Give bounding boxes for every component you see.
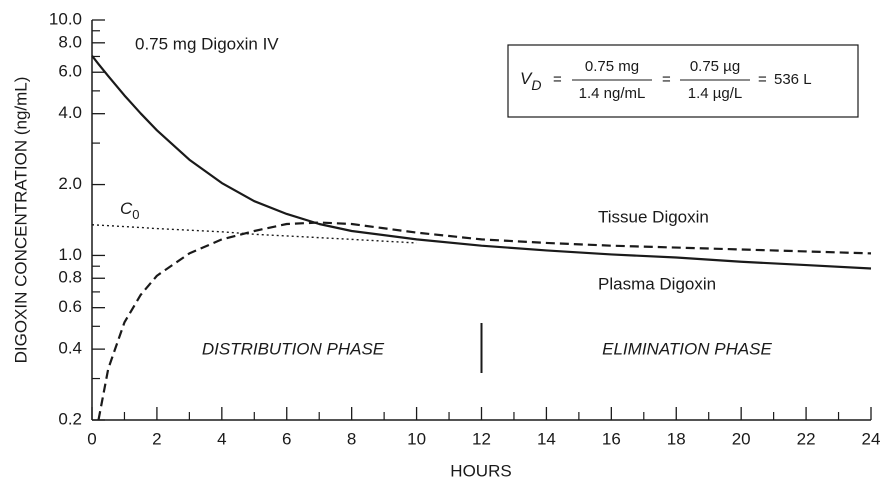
equation-lhs: VD [520, 69, 541, 92]
series-line [91, 224, 417, 244]
y-tick-label: 0.2 [58, 409, 82, 428]
c0-text: C [120, 199, 133, 218]
x-tick-label: 14 [537, 429, 556, 448]
lhs-sub: D [531, 77, 541, 93]
numerator: 0.75 µg [690, 58, 740, 75]
x-tick-label: 22 [797, 429, 816, 448]
equals: = [662, 71, 671, 88]
x-tick-label: 24 [862, 429, 881, 448]
x-tick-label: 18 [667, 429, 686, 448]
y-tick-label: 0.6 [58, 297, 82, 316]
equals: = [758, 71, 767, 88]
c0-sub: 0 [132, 207, 139, 222]
y-axis-label: DIGOXIN CONCENTRATION (ng/mL) [11, 77, 30, 364]
x-tick-label: 12 [472, 429, 491, 448]
x-tick-label: 0 [87, 429, 96, 448]
y-tick-label: 10.0 [49, 9, 82, 28]
y-tick-label: 8.0 [58, 32, 82, 51]
y-tick-label: 0.8 [58, 268, 82, 287]
equation-frame [507, 44, 859, 118]
equals: = [553, 71, 562, 88]
c0-label: C0 [120, 199, 140, 222]
lhs: V [520, 69, 533, 88]
x-tick-label: 10 [407, 429, 426, 448]
phase-label: DISTRIBUTION PHASE [202, 339, 385, 358]
y-tick-label: 1.0 [58, 245, 82, 264]
denominator: 1.4 ng/mL [579, 85, 646, 102]
y-tick-label: 6.0 [58, 62, 82, 81]
y-tick-label: 2.0 [58, 174, 82, 193]
x-tick-label: 8 [347, 429, 356, 448]
x-tick-label: 2 [152, 429, 161, 448]
series-line [91, 55, 872, 270]
equation-result: 536 L [774, 71, 812, 88]
x-tick-label: 20 [732, 429, 751, 448]
series-line [97, 221, 872, 421]
x-tick-label: 4 [217, 429, 226, 448]
x-tick-label: 16 [602, 429, 621, 448]
series-label: Tissue Digoxin [598, 207, 709, 226]
phase-label: ELIMINATION PHASE [602, 339, 772, 358]
chart-title: 0.75 mg Digoxin IV [135, 34, 279, 53]
series-label: Plasma Digoxin [598, 274, 716, 293]
denominator: 1.4 µg/L [688, 85, 743, 102]
equation-box: VD = 0.75 mg 1.4 ng/mL = 0.75 µg 1.4 µg/… [507, 44, 859, 118]
numerator: 0.75 mg [585, 58, 639, 75]
y-tick-label: 0.4 [58, 339, 82, 358]
x-axis-label: HOURS [450, 461, 511, 480]
y-tick-label: 4.0 [58, 103, 82, 122]
x-tick-label: 6 [282, 429, 291, 448]
